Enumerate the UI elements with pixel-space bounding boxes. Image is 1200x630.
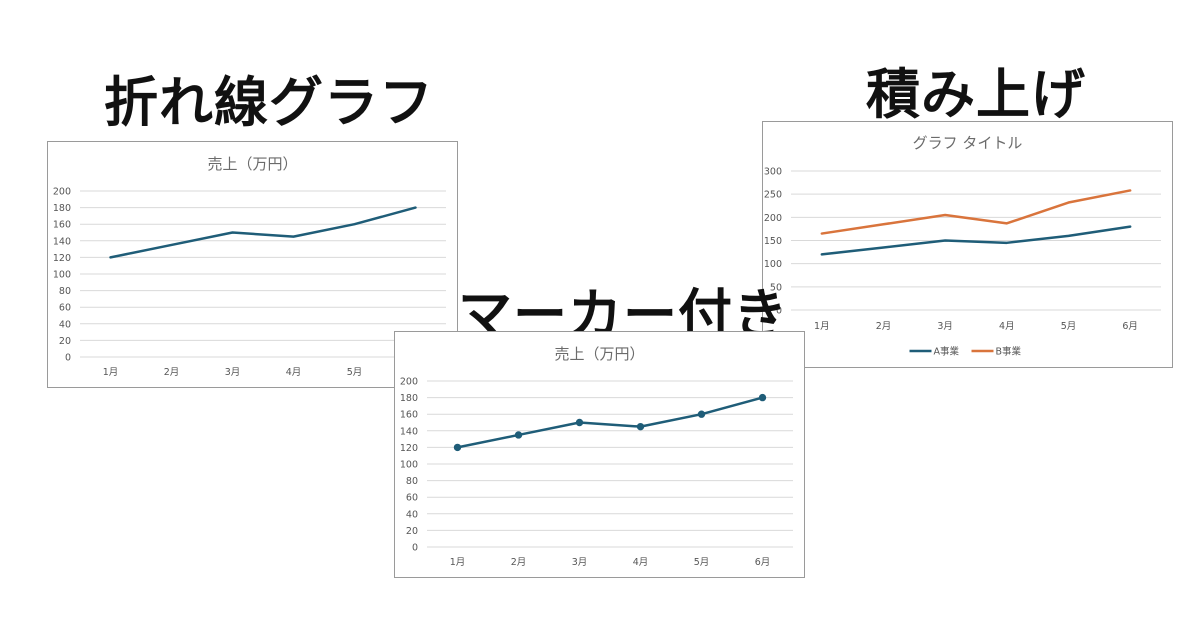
y-tick-label: 80 <box>59 286 71 297</box>
y-tick-label: 80 <box>406 476 418 487</box>
series-line <box>820 225 1132 256</box>
x-tick-label: 1月 <box>103 367 119 378</box>
x-tick-label: 1月 <box>814 321 830 332</box>
series-line <box>820 189 1132 235</box>
y-tick-label: 50 <box>770 282 782 293</box>
y-tick-label: 60 <box>59 303 71 314</box>
y-tick-label: 20 <box>59 336 71 347</box>
x-tick-label: 3月 <box>572 557 588 568</box>
x-tick-label: 4月 <box>999 321 1015 332</box>
x-tick-label: 1月 <box>450 557 466 568</box>
y-tick-label: 300 <box>764 167 782 178</box>
heading-line-chart: 折れ線グラフ <box>104 71 434 134</box>
y-tick-label: 100 <box>53 270 71 281</box>
y-tick-label: 180 <box>400 393 418 404</box>
chart-panel-line: 売上（万円） 0 20 40 60 80 100 120 140 160 180 200 1月 2月 3月 4… <box>47 141 458 388</box>
x-tick-label: 3月 <box>225 367 241 378</box>
chart-marker: 売上（万円） 0 20 40 60 80 100 120 140 160 180 200 1月 2月 3月 4… <box>400 345 793 568</box>
y-tick-label: 0 <box>412 543 418 554</box>
x-tick-label: 5月 <box>694 557 710 568</box>
chart-panel-stacked: グラフ タイトル 0 50 100 150 200 250 300 1月 2月 3月 4月 5月 6月 A事… <box>762 121 1173 368</box>
legend-label: A事業 <box>934 346 960 358</box>
chart-title: 売上（万円） <box>554 345 644 363</box>
y-tick-label: 160 <box>400 410 418 421</box>
y-tick-label: 160 <box>53 220 71 231</box>
y-tick-label: 200 <box>53 187 71 198</box>
x-tick-label: 6月 <box>755 557 771 568</box>
y-tick-label: 40 <box>59 319 71 330</box>
y-tick-label: 180 <box>53 203 71 214</box>
y-tick-label: 40 <box>406 509 418 520</box>
series-line <box>109 206 417 259</box>
chart-title: 売上（万円） <box>207 155 297 173</box>
x-tick-label: 2月 <box>876 321 892 332</box>
x-tick-label: 5月 <box>347 367 363 378</box>
y-tick-label: 200 <box>764 213 782 224</box>
data-point <box>453 443 462 452</box>
x-tick-label: 3月 <box>937 321 953 332</box>
y-tick-label: 100 <box>764 259 782 270</box>
x-tick-label: 2月 <box>164 367 180 378</box>
y-tick-label: 140 <box>53 236 71 247</box>
x-tick-label: 4月 <box>286 367 302 378</box>
x-tick-label: 4月 <box>633 557 649 568</box>
y-tick-label: 0 <box>65 353 71 364</box>
data-point <box>758 393 767 402</box>
data-point <box>697 410 706 418</box>
heading-stacked: 積み上げ <box>866 63 1086 126</box>
x-tick-label: 5月 <box>1061 321 1077 332</box>
data-point <box>514 431 523 439</box>
x-tick-label: 2月 <box>511 557 527 568</box>
y-tick-label: 120 <box>400 443 418 454</box>
data-point <box>575 418 584 427</box>
y-tick-label: 20 <box>406 526 418 537</box>
y-tick-label: 120 <box>53 253 71 264</box>
chart-stacked: グラフ タイトル 0 50 100 150 200 250 300 1月 2月 3月 4月 5月 6月 A事… <box>764 134 1161 358</box>
y-tick-label: 0 <box>776 306 782 317</box>
chart-title: グラフ タイトル <box>913 134 1023 152</box>
y-tick-label: 60 <box>406 493 418 504</box>
y-tick-label: 200 <box>400 377 418 388</box>
legend-label: B事業 <box>996 346 1022 358</box>
data-point <box>636 422 645 431</box>
chart-line: 売上（万円） 0 20 40 60 80 100 120 140 160 180 200 1月 2月 3月 4… <box>53 155 446 378</box>
series-line <box>456 396 764 449</box>
y-tick-label: 100 <box>400 460 418 471</box>
y-tick-label: 140 <box>400 426 418 437</box>
y-tick-label: 250 <box>764 190 782 201</box>
y-tick-label: 150 <box>764 236 782 247</box>
chart-panel-marker: 売上（万円） 0 20 40 60 80 100 120 140 160 180 200 1月 2月 3月 4… <box>394 331 805 578</box>
x-tick-label: 6月 <box>1122 321 1138 332</box>
